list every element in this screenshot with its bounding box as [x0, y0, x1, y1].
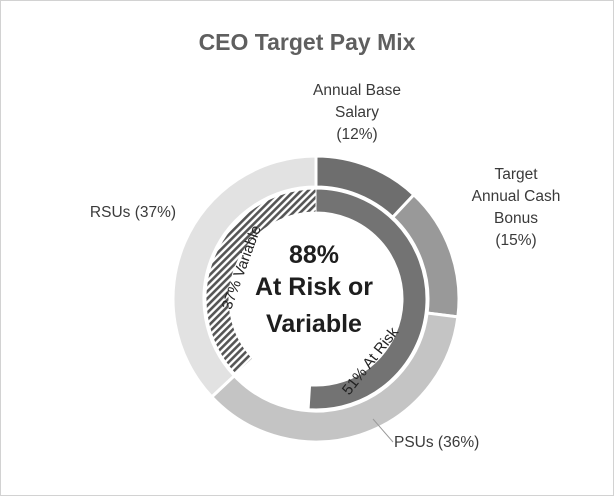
psu-leader-line — [372, 418, 394, 443]
outer-slice-3 — [171, 154, 318, 400]
slice-label-2: PSUs (36%) — [394, 434, 479, 451]
slice-label-1: Target Annual Cash Bonus (15%) — [472, 166, 561, 249]
center-text-line-1: At Risk or — [255, 273, 373, 301]
slice-label-0: Annual Base Salary (12%) — [313, 82, 401, 143]
slice-label-3: RSUs (37%) — [90, 204, 176, 221]
chart-title: CEO Target Pay Mix — [198, 29, 416, 55]
inner-arc-variable — [205, 188, 317, 376]
center-text-line-0: 88% — [289, 241, 339, 269]
inner-arc-at-risk — [308, 188, 427, 410]
center-text-line-2: Variable — [266, 310, 362, 338]
